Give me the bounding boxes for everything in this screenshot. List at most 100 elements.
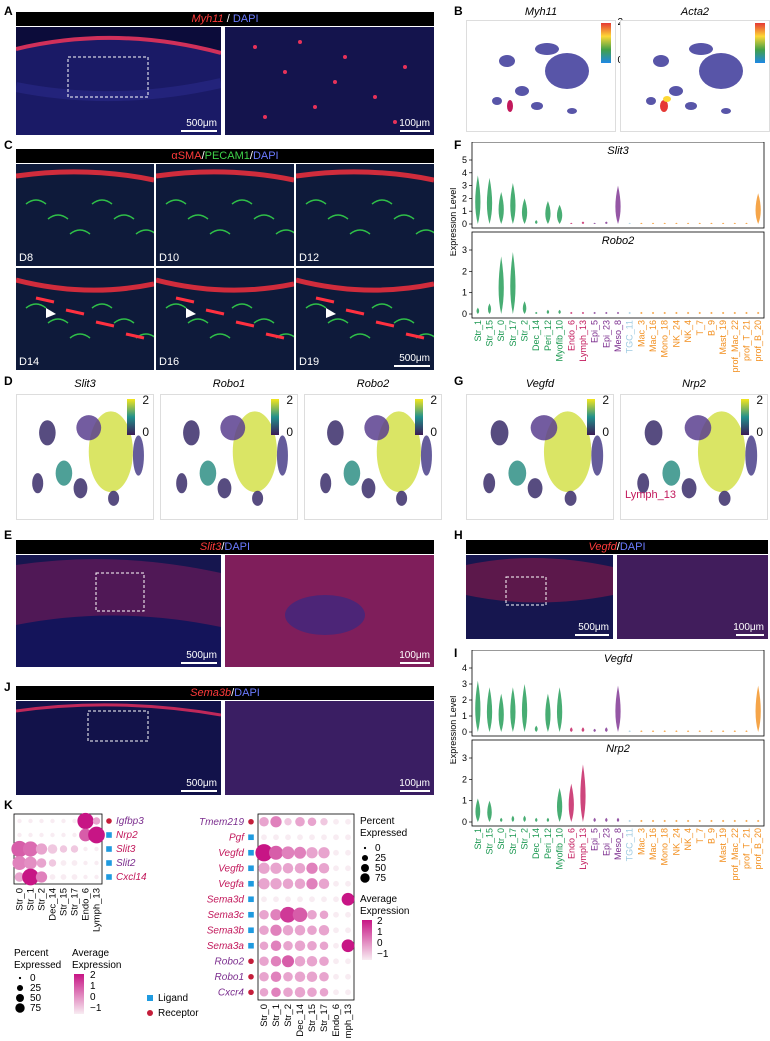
violin-str_0	[498, 192, 504, 224]
legend-percent-label: 50	[30, 993, 42, 1004]
dotplot-dot	[35, 843, 48, 855]
violin-prof_b_20	[757, 311, 760, 314]
panel-label-g: G	[454, 374, 464, 388]
dotplot-dot	[345, 818, 351, 825]
dotplot-gene-label: Vegfd	[218, 848, 244, 859]
panel-c-tile-d16: D16	[156, 268, 294, 370]
violin-xtick: prof_T_21	[741, 828, 751, 869]
violin-xtick: Meso_8	[613, 828, 623, 860]
violin-b_9	[710, 222, 713, 224]
violin-ytick: 3	[462, 679, 467, 689]
dotplot-gene-label: Igfbp3	[116, 816, 144, 827]
violin-epi_5	[593, 817, 596, 822]
receptor-legend-icon	[147, 1010, 153, 1016]
violin-tgc_11	[628, 311, 631, 314]
violin-ytick: 0	[462, 309, 467, 319]
panel-j-title-gene: Sema3b	[190, 687, 232, 699]
violin-mono_18	[663, 222, 666, 224]
dotplot-dot	[294, 878, 306, 889]
umap-colorbar-min: 0	[286, 425, 293, 439]
violin-str_15	[487, 800, 492, 822]
dotplot-gene-label: Slit3	[116, 844, 136, 855]
dotplot-dot	[61, 818, 66, 824]
violin-xtick: TGC_11	[625, 828, 635, 861]
umap-gene-title: Slit3	[74, 378, 96, 390]
violin-xtick: Str_2	[520, 320, 530, 342]
panel-b-umap-myh11: 2 0	[466, 17, 623, 132]
panel-b-colorbar-2	[755, 23, 765, 63]
dotplot-dot	[259, 941, 269, 951]
panel-label-d: D	[4, 374, 13, 388]
dotplot-dot	[345, 973, 351, 980]
panel-c-day-label: D8	[19, 252, 34, 264]
dotplot-dot	[294, 940, 306, 951]
dotplot-dot	[319, 987, 329, 997]
dotplot-dot	[49, 874, 56, 880]
dotplot-dot	[294, 925, 306, 936]
dotplot-dot	[333, 896, 339, 903]
dotplot-dot	[294, 971, 306, 982]
violin-str_17	[510, 183, 516, 224]
dotplot-dot	[50, 832, 55, 838]
legend-average-label: 1	[90, 981, 96, 992]
dotplot-dot	[261, 834, 267, 841]
dotplot-dot	[12, 855, 27, 871]
panel-label-j: J	[4, 680, 11, 694]
dotplot-dot	[297, 834, 303, 841]
violin-prof_mac_22	[733, 730, 736, 732]
violin-ytick: 2	[462, 193, 467, 203]
dotplot-gene-label: Vegfa	[218, 879, 244, 890]
dotplot-dot	[94, 874, 99, 880]
violin-lymph_13	[581, 221, 585, 224]
panel-c-day-label: D12	[299, 252, 320, 264]
dotplot-dot	[259, 987, 269, 997]
dotplot-dot	[306, 878, 318, 890]
legend-average-label-right: 0	[377, 938, 383, 949]
ligand-marker-icon	[248, 865, 254, 872]
violin-peri_12	[545, 200, 551, 224]
violin-mac_16	[651, 730, 655, 732]
dotplot-dot	[79, 828, 92, 842]
panel-a-title-sep: /	[223, 13, 233, 25]
violin-xtick: NK_4	[683, 828, 693, 851]
dotplot-dot	[71, 874, 78, 880]
panel-j-zoom-image: 100μm	[225, 701, 434, 795]
legend-percent-dot-right	[363, 846, 367, 850]
legend-average-colorbar	[74, 974, 84, 1014]
panel-c-tile-d19: D19 500μm	[296, 268, 434, 370]
dotplot-dot	[333, 942, 339, 949]
legend-percent-label: 75	[30, 1003, 42, 1014]
dotplot-dot	[345, 834, 351, 841]
dotplot-dot	[17, 832, 22, 838]
dotplot-dot	[345, 989, 351, 996]
violin-xtick: Meso_8	[613, 320, 623, 352]
ligand-marker-icon	[106, 874, 112, 880]
dotplot-dot	[307, 940, 317, 951]
violin-nk_4	[686, 819, 690, 822]
violin-dec_14	[534, 817, 538, 822]
dotplot-gene-label: Cxcl14	[116, 872, 147, 883]
violin-xtick: B_9	[706, 828, 716, 844]
violin-ytick: 4	[462, 168, 467, 178]
violin-xtick: Peri_12	[543, 320, 553, 351]
violin-xtick: Mast_19	[718, 828, 728, 863]
dotplot-dot	[261, 896, 267, 903]
legend-average-label: −1	[90, 1003, 102, 1014]
panel-a-scalebar-2: 100μm	[386, 118, 430, 132]
violin-mac_3	[640, 819, 643, 822]
violin-epi_5	[593, 311, 596, 314]
dotplot-dot	[11, 840, 28, 858]
receptor-marker-icon	[248, 973, 254, 980]
legend-percent-label: 25	[30, 983, 42, 994]
dotplot-dot	[270, 940, 282, 951]
dotplot-cluster-label: Str_17	[319, 1004, 330, 1032]
dotplot-gene-label: Sema3c	[207, 910, 244, 921]
violin-xtick: B_9	[706, 320, 716, 336]
panel-label-k: K	[4, 798, 13, 812]
umap-colorbar	[127, 399, 135, 435]
violin-title: Slit3	[607, 145, 629, 157]
violin-xtick: Lymph_13	[578, 828, 588, 870]
violin-endo_6	[570, 311, 573, 314]
dotplot-dot	[285, 834, 291, 841]
